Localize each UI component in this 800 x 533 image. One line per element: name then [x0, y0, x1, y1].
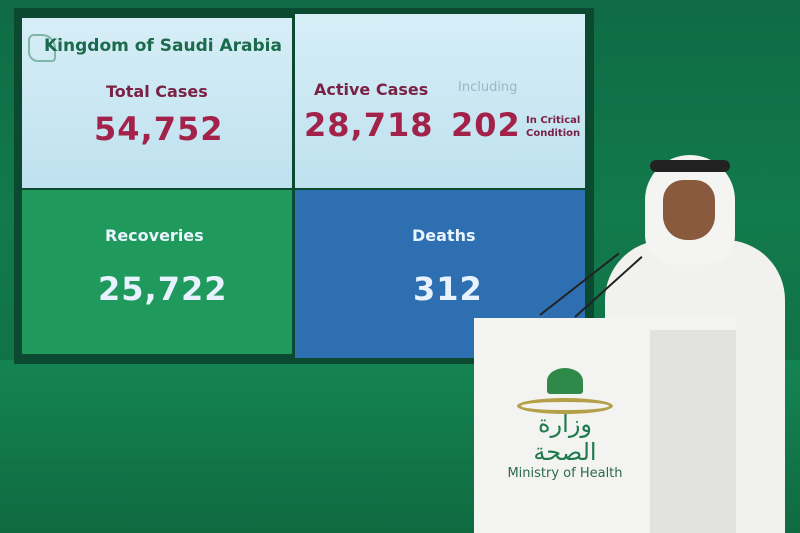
critical-label-line1: In Critical: [526, 115, 581, 126]
ministry-emblem-icon: [517, 398, 613, 414]
speaker-face: [663, 180, 715, 240]
recoveries-label: Recoveries: [105, 226, 204, 245]
total-cases-value: 54,752: [94, 110, 224, 148]
deaths-value: 312: [413, 270, 483, 308]
total-cases-label: Total Cases: [106, 82, 208, 101]
including-label: Including: [458, 80, 518, 95]
speaker-agal: [650, 160, 730, 172]
active-cases-panel: [295, 14, 585, 188]
critical-label-line2: Condition: [526, 128, 581, 139]
saudi-map-icon: [28, 34, 56, 62]
ministry-arabic-name: وزارة الصحة: [533, 410, 597, 466]
screen-title: Kingdom of Saudi Arabia: [44, 36, 282, 56]
recoveries-panel: [22, 190, 292, 354]
ministry-english-name: Ministry of Health: [507, 466, 623, 481]
ministry-logo: وزارة الصحة Ministry of Health: [505, 368, 625, 481]
deaths-label: Deaths: [412, 226, 476, 245]
total-cases-panel: [22, 18, 292, 188]
critical-label: In Critical Condition: [526, 114, 580, 140]
palm-tree-icon: [547, 368, 583, 394]
critical-value: 202: [451, 106, 521, 144]
active-cases-value: 28,718: [304, 106, 434, 144]
recoveries-value: 25,722: [98, 270, 228, 308]
podium-side: [650, 330, 736, 533]
active-cases-label: Active Cases: [314, 80, 429, 99]
